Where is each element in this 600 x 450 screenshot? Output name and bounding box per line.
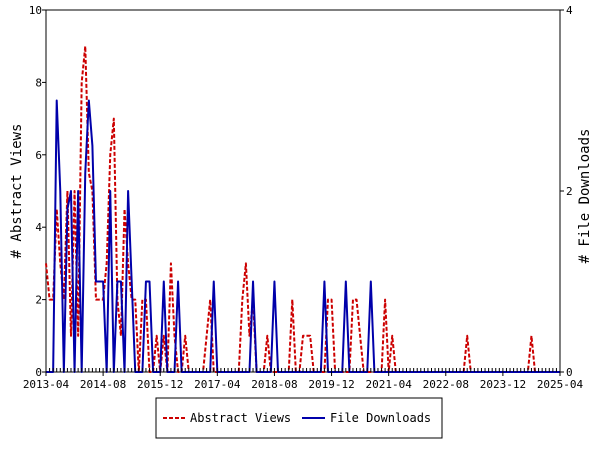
y-left-tick-label: 0 xyxy=(35,366,42,379)
x-tick-label: 2014-08 xyxy=(80,378,126,391)
y-axis-left-title: # Abstract Views xyxy=(9,124,25,259)
x-tick-label: 2018-08 xyxy=(251,378,297,391)
y-left-tick-label: 10 xyxy=(29,4,42,17)
x-tick-label: 2021-04 xyxy=(365,378,412,391)
y-left-tick-label: 6 xyxy=(35,149,42,162)
axes-layer: 2013-04 2014-08 2015-12 2017-04 2018-08 2019-… xyxy=(23,4,584,391)
legend-box xyxy=(155,397,443,439)
legend: Abstract Views File Downloads xyxy=(155,397,443,439)
legend-label-file-downloads: File Downloads xyxy=(330,411,431,425)
y-right-tick-label: 2 xyxy=(566,185,573,198)
series-line-abstract-views xyxy=(45,45,560,373)
y-right-tick-label: 0 xyxy=(566,366,573,379)
x-tick-label: 2019-12 xyxy=(308,378,354,391)
y-right-tick-label: 4 xyxy=(566,4,573,17)
x-tick-label: 2025-04 xyxy=(537,378,584,391)
y-left-tick-label: 2 xyxy=(35,294,42,307)
x-tick-label: 2017-04 xyxy=(194,378,241,391)
y-left-tick-label: 4 xyxy=(35,221,42,234)
x-tick-label: 2015-12 xyxy=(137,378,183,391)
series-layer xyxy=(45,45,560,373)
x-tick-label: 2022-08 xyxy=(423,378,469,391)
legend-label-abstract-views: Abstract Views xyxy=(190,411,291,425)
y-left-tick-label: 8 xyxy=(35,76,42,89)
y-axis-right-title: # File Downloads xyxy=(577,129,593,264)
x-tick-label: 2023-12 xyxy=(480,378,526,391)
x-tick-label: 2013-04 xyxy=(23,378,70,391)
